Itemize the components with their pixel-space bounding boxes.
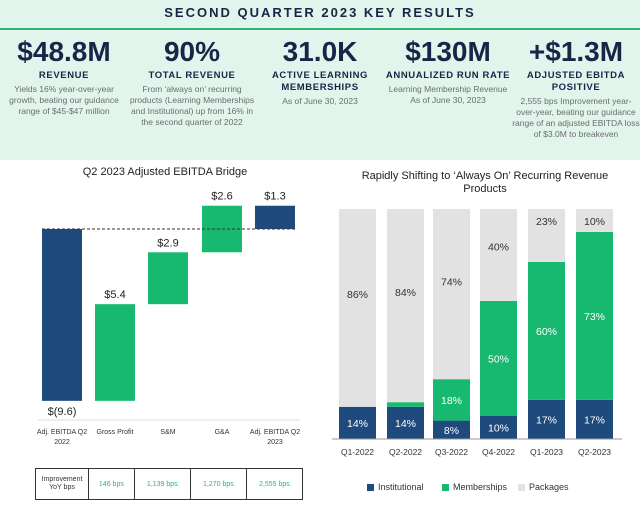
legend-item: Institutional (367, 482, 424, 492)
waterfall-bar (42, 229, 82, 401)
kpi-3: $130M ANNUALIZED RUN RATE Learning Members… (384, 36, 512, 106)
kpi-label: TOTAL REVENUE (148, 70, 236, 81)
x-tick-label: Q3-2022 (435, 447, 468, 457)
legend-item: Memberships (442, 482, 507, 492)
x-tick-label: Q1-2022 (341, 447, 374, 457)
waterfall-category: Adj. EBITDA Q2 2023 (249, 429, 301, 446)
waterfall-category: Gross Profit (96, 429, 134, 436)
kpi-2: 31.0K ACTIVE LEARNING MEMBERSHIPS As of Ju… (256, 36, 384, 107)
stacked-segment-institutional (528, 399, 565, 439)
kpi-value: $48.8M (17, 36, 111, 67)
stacked-segment-institutional (433, 420, 470, 439)
stacked-segment-institutional (339, 406, 376, 439)
kpi-label: ACTIVE LEARNING MEMBERSHIPS (271, 70, 369, 93)
kpi-description: Learning Membership Revenue As of June 3… (388, 84, 508, 105)
stacked-segment-institutional (387, 406, 424, 439)
stacked-segment-institutional (576, 399, 613, 439)
stacked-segment-packages (528, 209, 565, 262)
segment-label: 10% (584, 216, 605, 228)
segment-label: 86% (347, 289, 368, 301)
legend-swatch (367, 483, 374, 491)
x-tick-label: Q4-2022 (482, 447, 515, 457)
header-divider (0, 28, 640, 30)
waterfall-label: $1.3 (264, 191, 285, 203)
segment-label: 10% (488, 423, 509, 435)
stacked-segment-memberships (528, 261, 565, 400)
stacked-segment-memberships (480, 301, 517, 416)
segment-label: 60% (536, 326, 557, 338)
kpi-value: +$1.3M (528, 36, 624, 67)
segment-label: 17% (584, 414, 605, 426)
stacked-segment-institutional (480, 416, 517, 439)
table-cell: 146 bps (88, 468, 135, 500)
stacked-segment-packages (480, 209, 517, 301)
kpi-4: +$1.3M ADJUSTED EBITDA POSITIVE 2,555 bps … (512, 36, 640, 140)
kpi-value: 31.0K (282, 36, 358, 67)
table-cell: 1,270 bps (189, 468, 247, 500)
stacked-segment-memberships (433, 379, 470, 421)
segment-label: 23% (536, 216, 557, 228)
segment-label: 17% (536, 414, 557, 426)
kpi-description: 2,555 bps Improvement year-over-year, be… (512, 96, 640, 139)
x-tick-label: Q2-2023 (578, 447, 611, 457)
legend-swatch (518, 483, 525, 491)
kpi-label: ADJUSTED EBITDA POSITIVE (526, 70, 626, 93)
segment-label: 74% (441, 277, 462, 289)
kpi-label: REVENUE (38, 70, 90, 81)
waterfall-label: $5.4 (104, 289, 125, 301)
segment-label: 2% (398, 391, 413, 403)
segment-label: 40% (488, 241, 509, 253)
kpi-description: Yields 16% year-over-year growth, beatin… (9, 84, 119, 116)
kpi-description: As of June 30, 2023 (282, 96, 358, 106)
x-tick-label: Q1-2023 (530, 447, 563, 457)
segment-label: 84% (395, 287, 416, 299)
kpi-0: $48.8M REVENUE Yields 16% year-over-year g… (0, 36, 128, 117)
legend-label: Packages (529, 482, 569, 492)
x-tick-label: Q2-2022 (389, 447, 422, 457)
segment-label: 14% (347, 418, 368, 430)
legend-swatch (442, 483, 449, 491)
waterfall-category: Adj. EBITDA Q2 2022 (36, 429, 88, 446)
stacked-segment-packages (576, 209, 613, 232)
waterfall-title: Q2 2023 Adjusted EBITDA Bridge (82, 166, 248, 178)
waterfall-bar (95, 304, 135, 401)
segment-label: 73% (584, 311, 605, 323)
legend-label: Memberships (453, 482, 508, 492)
kpi-value: $130M (405, 36, 491, 67)
waterfall-category: S&M (160, 429, 176, 436)
legend-label: Institutional (378, 482, 424, 492)
stacked-segment-packages (433, 209, 470, 380)
table-cell: 2,555 bps (245, 468, 304, 500)
header-title: SECOND QUARTER 2023 KEY RESULTS (164, 5, 476, 20)
stacked-segment-packages (387, 209, 424, 403)
segment-label: 18% (441, 395, 462, 407)
waterfall-category: G&A (214, 429, 230, 436)
waterfall-bar (148, 252, 188, 305)
waterfall-label: $(9.6) (48, 406, 77, 418)
stacked-segment-memberships (387, 402, 424, 407)
stacked-segment-packages (339, 209, 376, 407)
kpi-label: ANNUALIZED RUN RATE (385, 70, 511, 81)
kpi-value: 90% (163, 36, 221, 67)
segment-label: 14% (395, 418, 416, 430)
segment-label: 8% (444, 425, 459, 437)
waterfall-label: $2.9 (157, 237, 178, 249)
table-cell: 1,139 bps (133, 468, 191, 500)
waterfall-label: $2.6 (211, 191, 232, 203)
waterfall-bar (202, 205, 242, 253)
kpi-1: 90% TOTAL REVENUE From ‘always on’ recurri… (128, 36, 256, 128)
stacked-segment-memberships (576, 232, 613, 400)
table-row-header: Improvement YoY bps (35, 468, 89, 500)
waterfall-bar (255, 205, 295, 229)
kpi-description: From ‘always on’ recurring products (Lea… (129, 84, 255, 127)
improvement-table: Improvement YoY bps 146 bps 1,139 bps 1,27… (35, 468, 304, 500)
legend-item: Packages (518, 482, 569, 492)
key-results-header: SECOND QUARTER 2023 KEY RESULTS $48.8M RE… (0, 0, 640, 160)
stacked-title: Rapidly Shifting to ‘Always On’ Recurrin… (361, 170, 609, 195)
segment-label: 50% (488, 354, 509, 366)
